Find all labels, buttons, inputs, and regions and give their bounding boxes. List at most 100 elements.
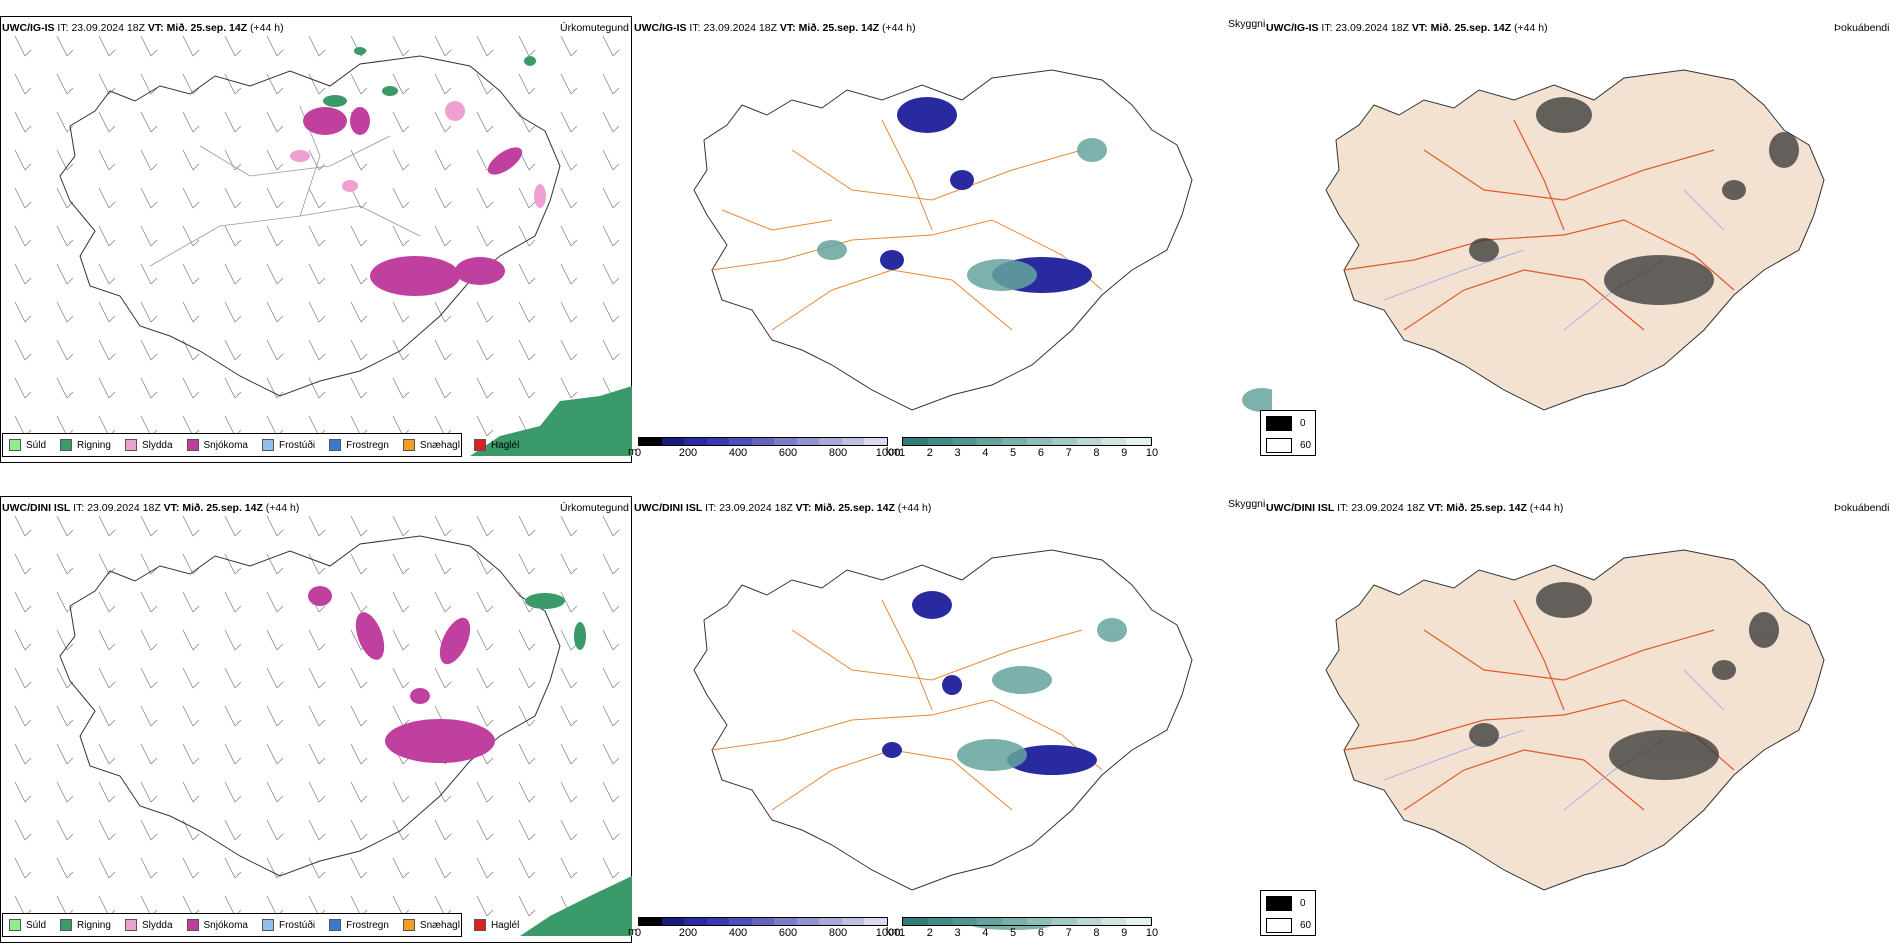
wind-barb	[98, 377, 116, 399]
wind-barb	[602, 819, 620, 841]
fog-scale-legend: 0 60	[1260, 890, 1316, 936]
legend-label: Slydda	[141, 919, 173, 931]
colorbar-cell	[1002, 438, 1027, 445]
iceland-coastline	[59, 535, 561, 877]
cloudbase-m-colorbar: 0 200 400 600 800 1000 m	[628, 437, 900, 460]
wind-barb	[392, 111, 410, 133]
wind-barb	[224, 111, 242, 133]
colorbar-cell	[1002, 918, 1027, 925]
wind-barb	[350, 743, 368, 765]
colorbar-cell	[1051, 438, 1077, 445]
colorbar-unit: m	[628, 926, 638, 938]
wind-barb	[182, 667, 200, 689]
wind-barb	[224, 857, 242, 879]
wind-barb	[518, 895, 536, 917]
wind-barb	[560, 857, 578, 879]
legend-item: Rigning	[60, 919, 111, 931]
wind-barb	[602, 35, 620, 57]
vt-label: VT:	[1411, 22, 1428, 34]
wind-barb	[308, 629, 326, 651]
wind-barb	[518, 857, 536, 879]
model-name: UWC/DINI ISL	[1266, 502, 1335, 514]
wind-barb	[14, 263, 32, 285]
wind-barb	[14, 553, 32, 575]
vt-label: VT:	[147, 22, 164, 34]
colorbar-cell	[796, 918, 820, 925]
legend-label: Rigning	[77, 439, 111, 451]
wind-barb	[392, 515, 410, 537]
valid-time: Mið. 25.sep. 14Z	[814, 502, 895, 514]
wind-barb	[518, 187, 536, 209]
wind-barb	[476, 301, 494, 323]
wind-barb	[224, 149, 242, 171]
panel-cloud-top: UWC/IG-IS IT: 23.09.2024 18Z VT: Mið. 25…	[628, 0, 1316, 472]
legend-swatch	[473, 439, 486, 451]
model-name: UWC/IG-IS	[2, 22, 55, 34]
legend-swatch	[60, 919, 73, 931]
wind-barb	[518, 781, 536, 803]
wind-barb	[182, 187, 200, 209]
fog-scale-dark-swatch	[1266, 415, 1292, 431]
wind-barb	[476, 187, 494, 209]
wind-barb	[518, 35, 536, 57]
wind-barb	[182, 553, 200, 575]
legend-item: Slydda	[124, 919, 173, 931]
colorbar-cell	[796, 438, 820, 445]
wind-barb	[476, 819, 494, 841]
wind-barb	[266, 553, 284, 575]
wind-barb	[602, 515, 620, 537]
model-name: UWC/DINI ISL	[634, 502, 703, 514]
wind-barb	[434, 187, 452, 209]
wind-barb	[56, 73, 74, 95]
wind-barb	[266, 187, 284, 209]
wind-barb	[224, 629, 242, 651]
colorbar-cell	[927, 918, 953, 925]
wind-barb	[14, 187, 32, 209]
colorbar-cell	[661, 438, 685, 445]
colorbar-cell	[903, 918, 928, 925]
wind-barb	[518, 263, 536, 285]
wind-barb	[476, 73, 494, 95]
precip-legend: Súld Rigning Slydda Snjókoma Frostúði Frostre…	[2, 433, 519, 457]
panel-precip-type-bottom: UWC/DINI ISL IT: 23.09.2024 18Z VT: Mið.…	[0, 480, 632, 950]
wind-barb	[392, 819, 410, 841]
colorbar-cell	[774, 438, 797, 445]
wind-barb	[308, 301, 326, 323]
legend-label: Frostregn	[346, 919, 389, 931]
lead-time: (+44 h)	[897, 502, 932, 514]
init-time: 23.09.2024 18Z	[1351, 502, 1425, 514]
wind-barb	[350, 819, 368, 841]
valid-time: Mið. 25.sep. 14Z	[182, 502, 263, 514]
wind-barb	[392, 35, 410, 57]
wind-barb	[602, 781, 620, 803]
wind-barb	[98, 73, 116, 95]
panel-title: Þokuábendi	[1834, 22, 1890, 34]
legend-label: Haglél	[490, 439, 520, 451]
model-name: UWC/DINI ISL	[2, 502, 71, 514]
iceland-precip-map	[14, 35, 632, 456]
wind-barb	[140, 857, 158, 879]
wind-barb	[560, 339, 578, 361]
wind-barb	[518, 553, 536, 575]
colorbar-cell	[706, 438, 730, 445]
wind-barb	[434, 515, 452, 537]
panel-title: Skyggni	[1228, 18, 1266, 30]
wind-barb	[224, 591, 242, 613]
wind-barb	[476, 629, 494, 651]
wind-barb	[14, 339, 32, 361]
colorbar-cell	[1026, 438, 1052, 445]
wind-barb	[560, 225, 578, 247]
legend-swatch	[402, 439, 415, 451]
wind-barb	[560, 553, 578, 575]
legend-swatch	[261, 439, 274, 451]
wind-barb	[350, 301, 368, 323]
iceland-fog-map	[1325, 69, 1825, 411]
wind-barb	[392, 629, 410, 651]
colorbar-unit: km	[886, 446, 901, 458]
wind-barb	[14, 781, 32, 803]
colorbar-cell	[952, 918, 978, 925]
wind-barb	[56, 857, 74, 879]
colorbar-tick: 10	[1145, 447, 1159, 459]
colorbar-unit: m	[628, 446, 638, 458]
wind-barb	[140, 225, 158, 247]
